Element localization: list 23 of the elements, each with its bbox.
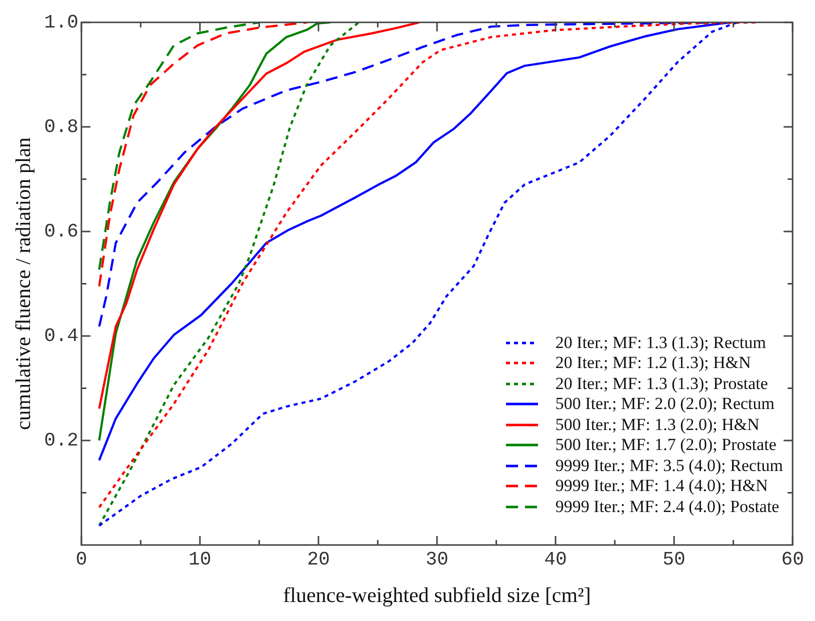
y-tick-label: 1.0	[44, 11, 78, 34]
x-tick-label: 40	[544, 548, 567, 570]
x-tick-label: 60	[781, 548, 804, 570]
x-tick-label: 50	[662, 548, 686, 570]
y-tick-label: 0.8	[44, 116, 78, 138]
y-tick-label: 0.2	[44, 430, 78, 452]
legend-label: 500 Iter.; MF: 2.0 (2.0); Rectum	[555, 394, 774, 414]
x-tick-label: 10	[188, 548, 212, 570]
legend-label: 20 Iter.; MF: 1.2 (1.3); H&N	[555, 353, 751, 374]
x-tick-label: 20	[307, 548, 330, 570]
x-tick-label: 30	[426, 548, 448, 570]
y-tick-label: 0.6	[44, 220, 78, 242]
legend-label: 20 Iter.; MF: 1.3 (1.3); Prostate	[555, 374, 768, 394]
legend-label: 500 Iter.; MF: 1.3 (2.0); H&N	[555, 414, 760, 435]
y-axis-title: cumulative fluence / radiation plan	[11, 136, 36, 430]
y-tick-label: 0.4	[44, 324, 78, 347]
x-tick-label: 0	[76, 548, 88, 570]
legend-label: 9999 Iter.; MF: 3.5 (4.0); Rectum	[555, 456, 783, 476]
legend-label: 500 Iter.; MF: 1.7 (2.0); Prostate	[555, 435, 776, 456]
legend-label: 20 Iter.; MF: 1.3 (1.3); Rectum	[555, 332, 766, 353]
x-axis-title: fluence-weighted subfield size [cm²]	[283, 582, 591, 607]
legend-label: 9999 Iter.; MF: 1.4 (4.0); H&N	[555, 476, 768, 496]
legend-label: 9999 Iter.; MF: 2.4 (4.0); Postate	[555, 496, 780, 517]
